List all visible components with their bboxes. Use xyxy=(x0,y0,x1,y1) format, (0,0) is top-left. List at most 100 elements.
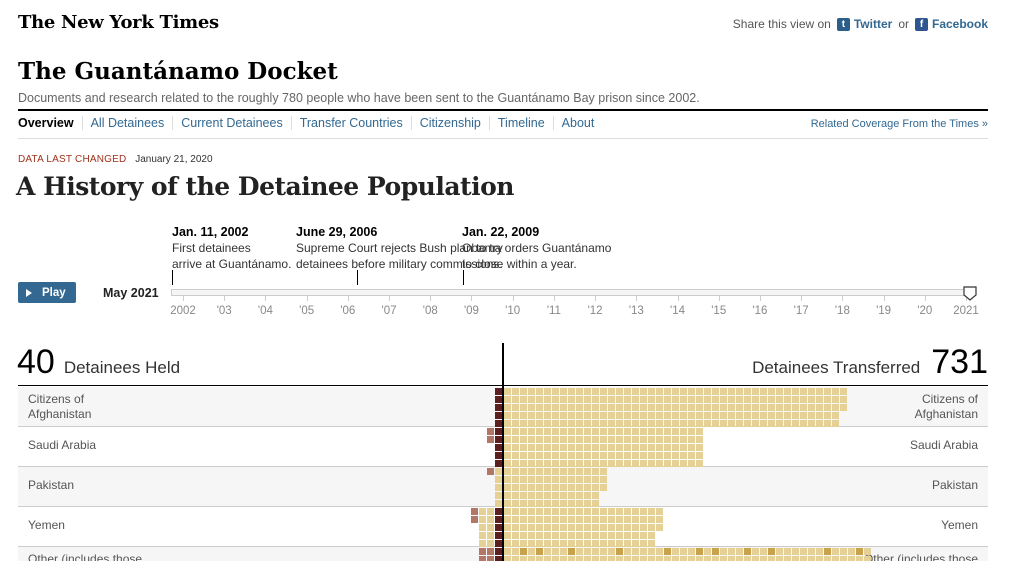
related-coverage-link[interactable]: Related Coverage From the Times » xyxy=(810,118,988,130)
detainee-unit xyxy=(504,436,511,443)
year-tick xyxy=(306,296,308,301)
detainee-unit xyxy=(696,460,703,467)
detainee-unit xyxy=(720,420,727,427)
detainee-unit xyxy=(495,492,502,499)
detainee-unit xyxy=(632,524,639,531)
detainee-unit xyxy=(528,396,535,403)
held-count: 40 xyxy=(17,343,55,381)
detainee-unit xyxy=(632,540,639,547)
timeline-event: June 29, 2006 Supreme Court rejects Bush… xyxy=(296,224,503,272)
year-label: '03 xyxy=(216,305,232,317)
detainee-unit xyxy=(479,548,486,555)
detainee-unit xyxy=(495,396,502,403)
detainee-unit xyxy=(536,556,543,561)
slider-handle-icon[interactable] xyxy=(963,286,977,301)
detainee-unit xyxy=(528,516,535,523)
detainee-unit xyxy=(696,556,703,561)
row-label-right: Yemen xyxy=(941,518,978,532)
nav-current-detainees[interactable]: Current Detainees xyxy=(172,116,290,130)
nav-transfer-countries[interactable]: Transfer Countries xyxy=(290,116,411,130)
detainee-unit xyxy=(600,540,607,547)
year-label: 2021 xyxy=(953,305,979,317)
nyt-logo[interactable]: The New York Times xyxy=(18,12,219,33)
detainee-unit xyxy=(640,532,647,539)
detainee-unit xyxy=(536,468,543,475)
detainee-unit xyxy=(544,412,551,419)
timeline-slider-track[interactable] xyxy=(171,289,971,296)
detainee-unit xyxy=(640,444,647,451)
detainee-unit xyxy=(688,452,695,459)
detainee-unit xyxy=(808,412,815,419)
detainee-unit xyxy=(504,556,511,561)
detainee-unit xyxy=(495,532,502,539)
detainee-unit xyxy=(592,452,599,459)
detainee-unit xyxy=(696,452,703,459)
detainee-unit xyxy=(680,460,687,467)
detainee-unit xyxy=(600,508,607,515)
detainee-unit xyxy=(616,444,623,451)
data-changed-label: DATA LAST CHANGED xyxy=(18,154,127,165)
detainee-unit xyxy=(584,436,591,443)
facebook-share-link[interactable]: f Facebook xyxy=(914,17,988,31)
detainee-unit xyxy=(512,556,519,561)
detainee-unit xyxy=(768,396,775,403)
detainee-unit xyxy=(664,444,671,451)
detainee-unit xyxy=(800,388,807,395)
detainee-unit xyxy=(504,476,511,483)
detainee-unit xyxy=(744,396,751,403)
detainee-unit xyxy=(616,540,623,547)
detainee-unit xyxy=(608,516,615,523)
detainee-unit xyxy=(536,452,543,459)
detainee-unit xyxy=(504,500,511,507)
detainee-unit xyxy=(640,428,647,435)
nav-citizenship[interactable]: Citizenship xyxy=(410,116,489,130)
detainee-unit xyxy=(664,412,671,419)
detainee-unit xyxy=(584,388,591,395)
detainee-unit xyxy=(752,404,759,411)
detainee-unit xyxy=(592,468,599,475)
detainee-unit xyxy=(784,420,791,427)
detainee-unit xyxy=(568,548,575,555)
detainee-unit xyxy=(632,452,639,459)
detainee-unit xyxy=(640,516,647,523)
unit-grid xyxy=(487,468,494,475)
nav-timeline[interactable]: Timeline xyxy=(488,116,553,130)
play-button[interactable]: Play xyxy=(18,282,76,303)
detainee-unit xyxy=(495,516,502,523)
detainee-unit xyxy=(600,524,607,531)
year-tick xyxy=(265,296,267,301)
detainee-unit xyxy=(544,540,551,547)
detainee-unit xyxy=(512,388,519,395)
detainee-unit xyxy=(616,524,623,531)
nav-overview[interactable]: Overview xyxy=(18,116,74,130)
detainee-unit xyxy=(672,556,679,561)
twitter-share-link[interactable]: t Twitter xyxy=(836,17,892,31)
detainee-unit xyxy=(800,420,807,427)
transferred-label: Detainees Transferred xyxy=(752,358,921,377)
detainee-unit xyxy=(600,412,607,419)
detainee-unit xyxy=(656,532,663,539)
detainee-unit xyxy=(840,412,847,419)
detainee-unit xyxy=(808,404,815,411)
detainee-unit xyxy=(704,412,711,419)
detainee-unit xyxy=(800,556,807,561)
detainee-unit xyxy=(495,468,502,475)
detainee-unit xyxy=(552,524,559,531)
detainee-unit xyxy=(520,508,527,515)
share-bar: Share this view on t Twitter or f Facebo… xyxy=(733,17,988,31)
detainee-unit xyxy=(512,548,519,555)
detainee-unit xyxy=(608,540,615,547)
unit-grid xyxy=(495,428,502,467)
detainee-unit xyxy=(495,548,502,555)
nav-all-detainees[interactable]: All Detainees xyxy=(81,116,173,130)
detainee-unit xyxy=(664,556,671,561)
detainee-unit xyxy=(624,388,631,395)
detainee-unit xyxy=(608,396,615,403)
nav-about[interactable]: About xyxy=(552,116,603,130)
detainee-unit xyxy=(656,420,663,427)
facebook-icon: f xyxy=(914,17,928,31)
detainee-unit xyxy=(552,556,559,561)
detainee-unit xyxy=(592,388,599,395)
docket-title[interactable]: The Guantánamo Docket xyxy=(18,58,338,85)
detainee-unit xyxy=(512,532,519,539)
